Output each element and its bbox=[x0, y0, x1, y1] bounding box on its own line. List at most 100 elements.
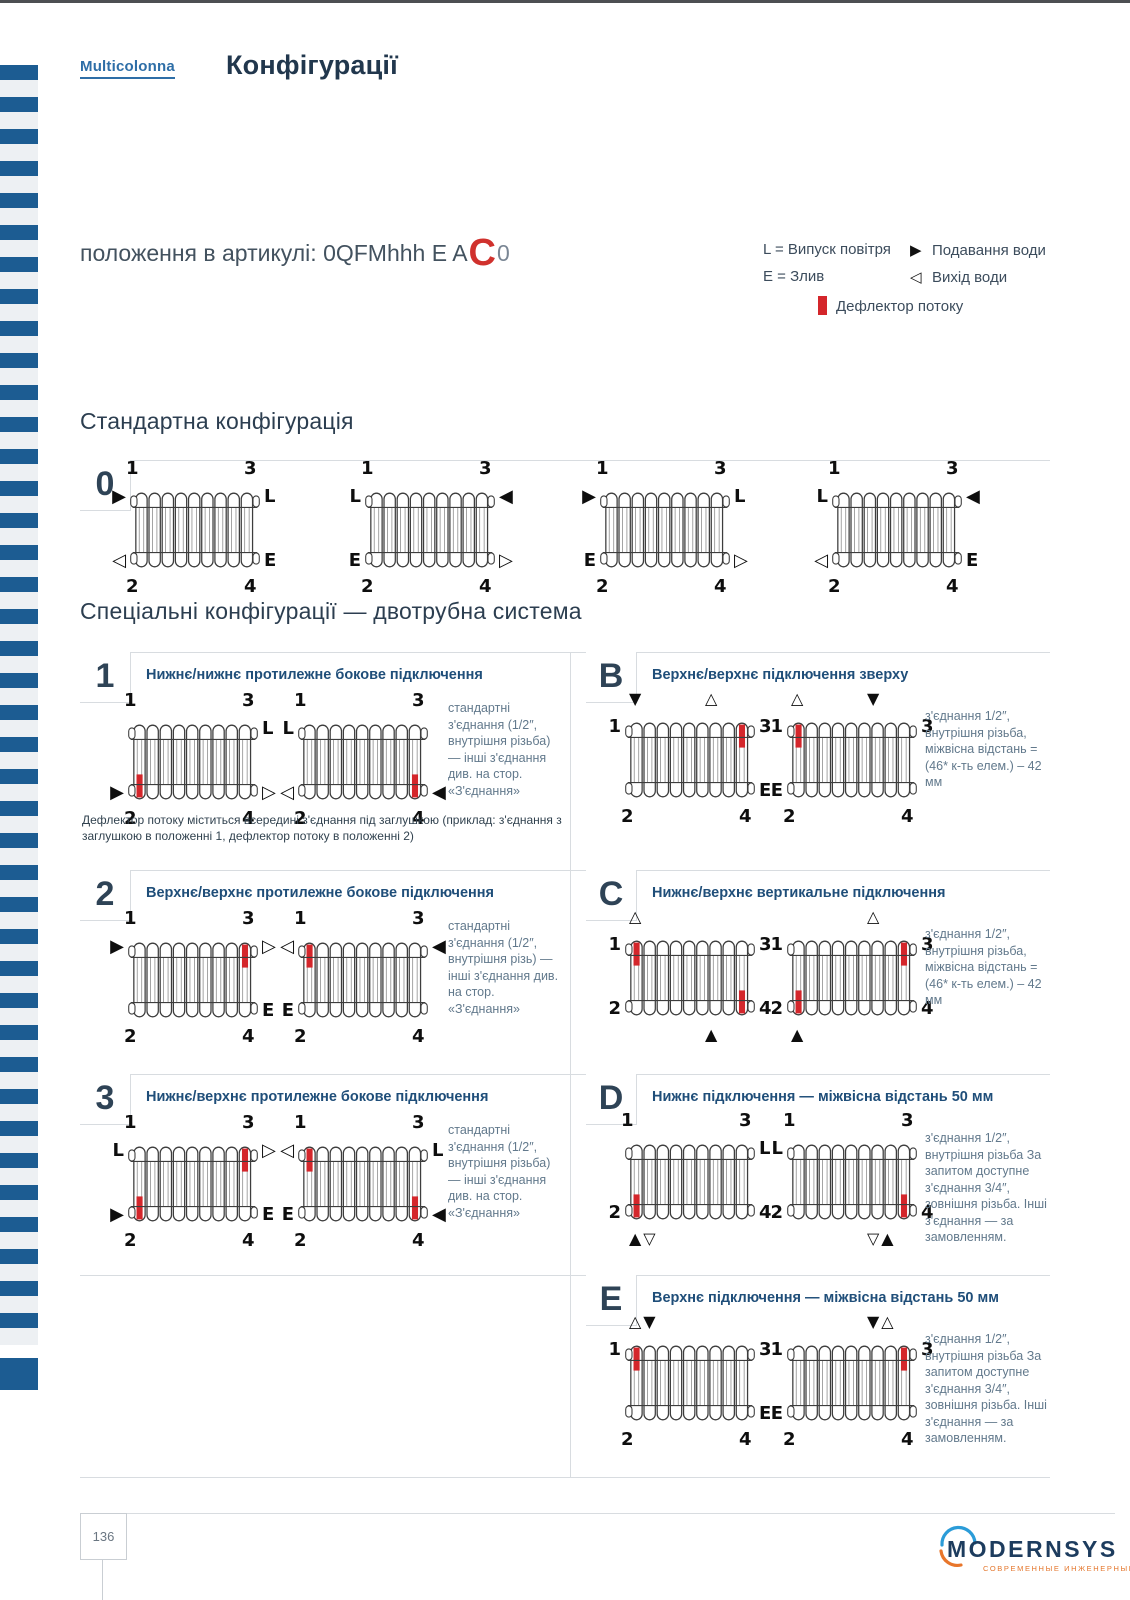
connection-label-side-tl: 1 bbox=[608, 716, 621, 737]
connection-label-num-br: 4 bbox=[739, 806, 752, 827]
connection-label-side-tl: 1 bbox=[608, 934, 621, 955]
row-3-title: Нижнє/верхнє протилежне бокове підключен… bbox=[146, 1089, 489, 1105]
flow-triangle-marker-side-tl: ◁ bbox=[280, 1140, 294, 1161]
radiator-diagram-Cb: 1 3 2 4 △ ▲ bbox=[759, 908, 945, 1048]
config-row-1: 1 Нижнє/нижнє протилежне бокове підключе… bbox=[80, 652, 1050, 870]
row-C-note: з'єднання 1/2″, внутрішня різьба, міжвіс… bbox=[925, 927, 1042, 1007]
connection-label-side-br: E bbox=[759, 780, 772, 801]
logo-subtitle: СОВРЕМЕННЫЕ ИНЖЕНЕРНЫЕ СИСТЕМЫ bbox=[983, 1564, 1130, 1573]
connection-label-num-br: 4 bbox=[412, 1230, 425, 1251]
connection-label-num-tl: 1 bbox=[124, 908, 137, 929]
connection-label-num-tl: 1 bbox=[361, 458, 374, 479]
left-stripe-decoration bbox=[0, 65, 38, 1345]
flow-triangle-marker-side-tl: ◁ bbox=[280, 936, 294, 957]
radiator-diagram-0a: 1 3 2 4 ▶ L ◁ E bbox=[102, 460, 288, 600]
radiator-diagram-Da: 1 3 L 2 4 ▲▽ bbox=[597, 1112, 783, 1252]
radiator-body-icon bbox=[600, 492, 730, 568]
connection-label-side-bl: E bbox=[348, 550, 361, 571]
flow-triangle-marker-below-l: ▲▽ bbox=[629, 1229, 658, 1248]
connection-label-num-br: 4 bbox=[242, 808, 255, 829]
connection-label-num-tl: 1 bbox=[596, 458, 609, 479]
special-section-heading: Спеціальні конфігурації — двотрубна сист… bbox=[80, 598, 582, 624]
connection-label-side-tr: 3 bbox=[759, 716, 772, 737]
connection-label-side-tr: 3 bbox=[921, 934, 934, 955]
connection-label-side-tl: 1 bbox=[770, 934, 783, 955]
row-1-footnote: Дефлектор потоку міститься всередині з'є… bbox=[82, 813, 562, 844]
radiator-body-icon bbox=[787, 1144, 917, 1220]
row-D-badge: D bbox=[586, 1074, 637, 1125]
connection-label-num-tr: 3 bbox=[242, 690, 255, 711]
flow-triangle-marker-side-bl: ◁ bbox=[112, 550, 126, 571]
article-code-line: положення в артикулі: 0QFMhhh E AC0 bbox=[80, 234, 510, 272]
radiator-diagram-3b: 1 3 2 4 ◁ L E ◀ bbox=[270, 1114, 456, 1254]
page-title: Конфігурації bbox=[226, 50, 398, 80]
connection-label-side-tl: 1 bbox=[608, 1339, 621, 1360]
row-2-badge: 2 bbox=[80, 870, 131, 921]
flow-triangle-marker-side-bl: ◁ bbox=[814, 550, 828, 571]
connection-label-side-br: 4 bbox=[921, 1202, 934, 1223]
connection-label-num-bl: 2 bbox=[621, 1429, 634, 1450]
connection-label-side-tr: 3 bbox=[921, 1339, 934, 1360]
connection-label-side-bl: 2 bbox=[770, 998, 783, 1019]
connection-label-num-tl: 1 bbox=[828, 458, 841, 479]
connection-label-num-tr: 3 bbox=[412, 690, 425, 711]
connection-label-side-bl: E bbox=[770, 1403, 783, 1424]
connection-label-num-tr: 3 bbox=[412, 1112, 425, 1133]
radiator-body-icon bbox=[787, 722, 917, 798]
radiator-diagram-Db: 1 3 L 2 4 ▽▲ bbox=[759, 1112, 945, 1252]
radiator-body-icon bbox=[625, 1345, 755, 1421]
row-3-badge: 3 bbox=[80, 1074, 131, 1125]
connection-label-side-bl: E bbox=[583, 550, 596, 571]
logo-arc-icon bbox=[939, 1525, 977, 1567]
brand-label: Multicolonna bbox=[80, 58, 175, 79]
radiator-body-icon bbox=[787, 940, 917, 1016]
radiator-diagram-Ba: 1 3 2 4 E ▼ △ bbox=[597, 690, 783, 830]
flow-triangle-marker-side-bl: ▶ bbox=[110, 1204, 124, 1225]
connection-label-side-br: 4 bbox=[759, 1202, 772, 1223]
row-2-note: стандартні з'єднання (1/2″, внутрішня рі… bbox=[448, 919, 559, 1016]
connection-label-num-bl: 2 bbox=[294, 1026, 307, 1047]
connection-label-num-tl: 1 bbox=[294, 690, 307, 711]
row-B-title: Верхнє/верхнє підключення зверху bbox=[652, 667, 909, 683]
connection-label-num-tl: 1 bbox=[621, 1110, 634, 1131]
flow-triangle-marker-side-bl: ◁ bbox=[280, 782, 294, 803]
connection-label-num-br: 4 bbox=[739, 1429, 752, 1450]
flow-triangle-marker-above-l: ▼ bbox=[629, 689, 644, 708]
article-prefix: положення в артикулі: 0QFMhhh E A bbox=[80, 240, 468, 266]
connection-label-num-bl: 2 bbox=[294, 1230, 307, 1251]
connection-label-num-tr: 3 bbox=[946, 458, 959, 479]
row-C-badge: C bbox=[586, 870, 637, 921]
radiator-body-icon bbox=[298, 942, 428, 1018]
connection-label-num-bl: 2 bbox=[294, 808, 307, 829]
table-rule-top bbox=[80, 652, 1050, 653]
connection-label-side-tl: L bbox=[112, 1140, 124, 1161]
connection-label-side-br: 4 bbox=[921, 998, 934, 1019]
connection-label-num-tr: 3 bbox=[242, 908, 255, 929]
legend-supply: ▶ Подавання води bbox=[910, 241, 1046, 259]
flow-triangle-marker-above-r: △ bbox=[705, 689, 720, 708]
row-D-title: Нижнє підключення — міжвісна відстань 50… bbox=[652, 1089, 994, 1105]
flow-triangle-marker-side-br: ▷ bbox=[262, 782, 276, 803]
connection-label-side-br: E bbox=[759, 1403, 772, 1424]
flow-triangle-marker-side-tr: ◀ bbox=[432, 936, 446, 957]
legend-drain: E = Злив bbox=[763, 268, 825, 285]
row-1-note: стандартні з'єднання (1/2″, внутрішня рі… bbox=[448, 701, 551, 798]
radiator-diagram-0b: 1 3 2 4 L ◀ E ▷ bbox=[337, 460, 523, 600]
flow-triangle-marker-below-r: ▽▲ bbox=[867, 1229, 896, 1248]
page-number-box: 136 bbox=[80, 1513, 127, 1560]
connection-label-side-tr: 3 bbox=[921, 716, 934, 737]
connection-label-num-br: 4 bbox=[901, 806, 914, 827]
connection-label-num-tr: 3 bbox=[901, 1110, 914, 1131]
connection-label-num-bl: 2 bbox=[783, 806, 796, 827]
supply-triangle-icon: ▶ bbox=[910, 241, 922, 259]
standard-section-rule bbox=[80, 460, 1050, 461]
row-2-title: Верхнє/верхнє протилежне бокове підключе… bbox=[146, 885, 494, 901]
flow-triangle-marker-side-br: ▷ bbox=[734, 550, 748, 571]
connection-label-num-tl: 1 bbox=[124, 1112, 137, 1133]
connection-label-num-br: 4 bbox=[244, 576, 257, 597]
connection-label-side-tl: L bbox=[282, 718, 294, 739]
radiator-diagram-2a: 1 3 2 4 ▶ ▷ E bbox=[100, 910, 286, 1050]
connection-label-num-bl: 2 bbox=[621, 806, 634, 827]
